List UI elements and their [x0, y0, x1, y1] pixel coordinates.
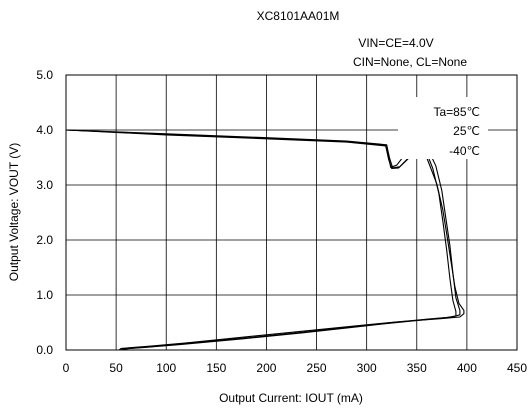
y-tick-label: 1.0: [36, 288, 53, 302]
x-tick-label: 350: [407, 361, 427, 375]
x-tick-label: 250: [307, 361, 327, 375]
y-tick-label: 3.0: [36, 178, 53, 192]
x-tick-label: 100: [156, 361, 176, 375]
x-axis-label: Output Current: IOUT (mA): [219, 391, 363, 405]
x-tick-label: 50: [109, 361, 123, 375]
grid: [66, 75, 517, 350]
legend-item-minus40c: -40℃: [449, 144, 480, 158]
legend-item-25c: 25℃: [453, 124, 480, 138]
x-axis-ticks: 0 50 100 150 200 250 300 350 400 450: [63, 361, 528, 375]
condition-cin-cl: CIN=None, CL=None: [353, 55, 467, 69]
y-tick-label: 0.0: [36, 343, 53, 357]
y-axis-ticks: 0.0 1.0 2.0 3.0 4.0 5.0: [36, 68, 53, 357]
x-tick-label: 150: [206, 361, 226, 375]
plot-area: [65, 74, 518, 351]
legend-background: [398, 97, 488, 159]
data-lines: [65, 129, 465, 351]
x-tick-label: 400: [457, 361, 477, 375]
condition-vin-ce: VIN=CE=4.0V: [358, 36, 433, 50]
y-axis-label: Output Voltage: VOUT (V): [7, 143, 21, 282]
x-tick-label: 200: [256, 361, 276, 375]
legend-item-85c: Ta=85℃: [433, 105, 480, 119]
x-tick-label: 300: [357, 361, 377, 375]
y-tick-label: 4.0: [36, 123, 53, 137]
series-line-2: [65, 129, 457, 351]
chart-title: XC8101AA01M: [257, 9, 340, 23]
x-tick-label: 450: [507, 361, 527, 375]
y-tick-label: 5.0: [36, 68, 53, 82]
x-tick-label: 0: [63, 361, 70, 375]
y-tick-label: 2.0: [36, 233, 53, 247]
